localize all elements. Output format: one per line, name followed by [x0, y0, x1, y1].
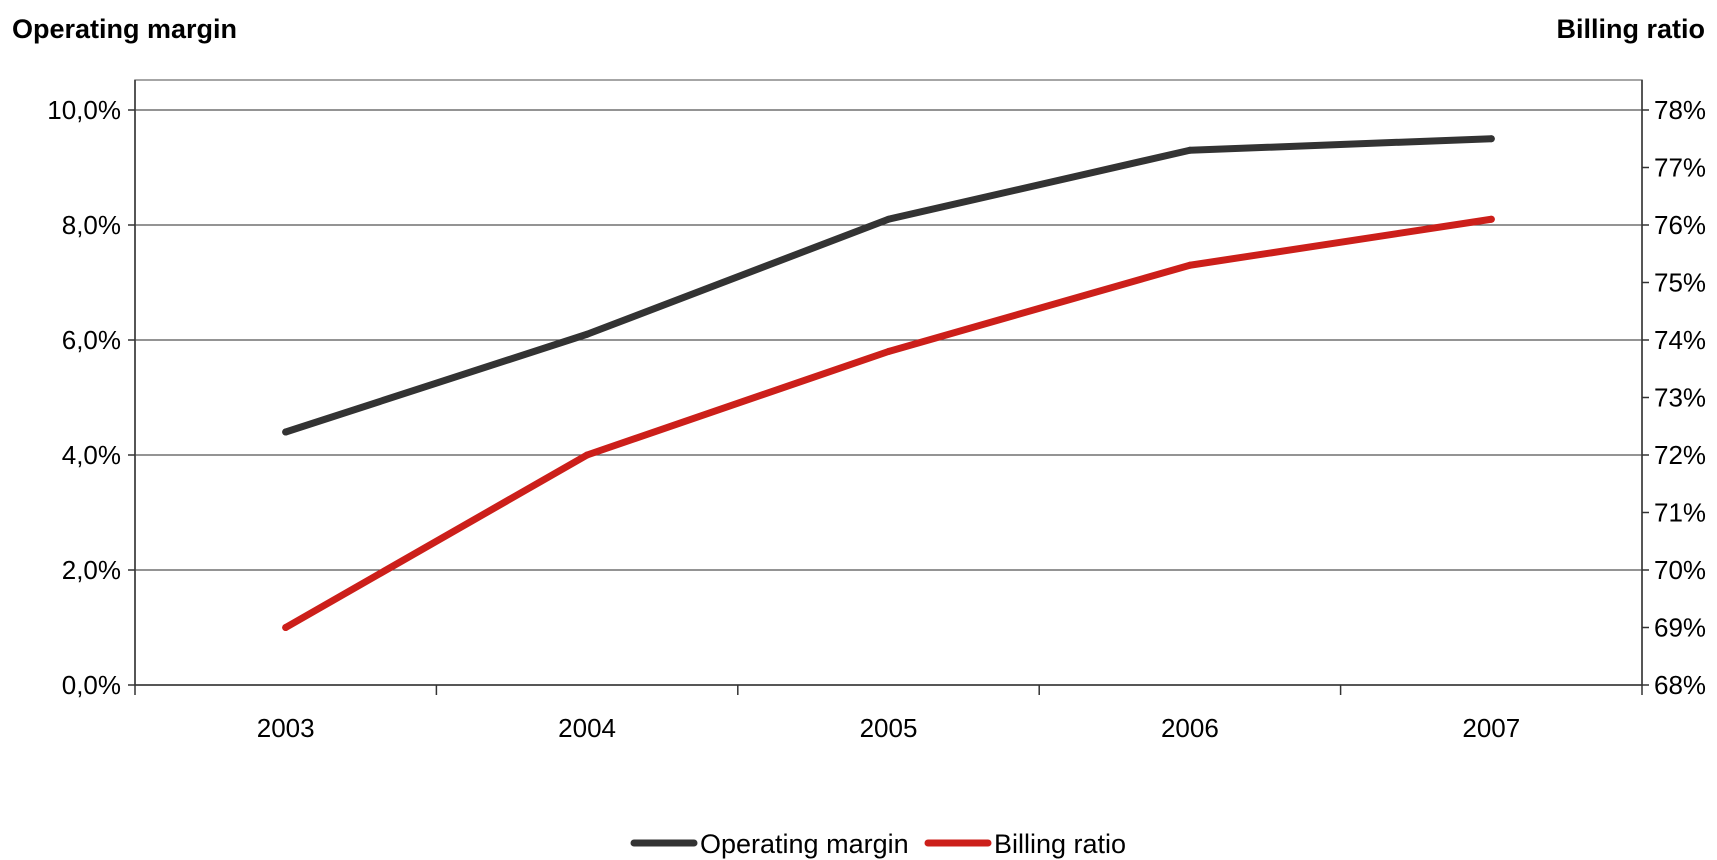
axes	[128, 79, 1649, 695]
data-point	[1186, 261, 1194, 269]
x-tick-label: 2003	[257, 713, 315, 743]
data-point	[583, 451, 591, 459]
data-point	[885, 215, 892, 223]
left-tick-label: 2,0%	[62, 555, 121, 585]
series-lines	[282, 135, 1495, 631]
right-tick-label: 73%	[1654, 383, 1706, 413]
data-point	[1487, 215, 1495, 223]
left-tick-label: 0,0%	[62, 670, 121, 700]
data-point	[885, 348, 892, 355]
plot-area-border	[134, 79, 1643, 686]
left-tick-label: 10,0%	[47, 95, 121, 125]
right-tick-label: 70%	[1654, 555, 1706, 585]
legend-label: Operating margin	[700, 829, 909, 859]
right-tick-label: 77%	[1654, 153, 1706, 183]
series-line-billing-ratio	[282, 215, 1495, 631]
tick-labels: 0,0% 2,0% 4,0% 6,0% 8,0% 10,0% 68% 69% 70% 71% 72%…	[47, 95, 1706, 743]
legend: Operating margin Billing ratio	[630, 829, 1126, 859]
right-tick-label: 78%	[1654, 95, 1706, 125]
left-axis-title: Operating margin	[12, 14, 237, 44]
data-point	[1487, 135, 1495, 143]
right-tick-label: 75%	[1654, 268, 1706, 298]
right-tick-label: 71%	[1654, 498, 1706, 528]
x-tick-label: 2007	[1462, 713, 1520, 743]
data-point	[583, 330, 591, 338]
data-point	[282, 624, 290, 631]
left-tick-label: 4,0%	[62, 440, 121, 470]
right-tick-label: 69%	[1654, 613, 1706, 643]
right-tick-label: 76%	[1654, 210, 1706, 240]
series-line-operating-margin	[282, 135, 1495, 436]
x-tick-label: 2005	[860, 713, 918, 743]
right-axis-title: Billing ratio	[1557, 14, 1706, 44]
right-tick-label: 72%	[1654, 440, 1706, 470]
legend-label: Billing ratio	[994, 829, 1126, 859]
data-point	[282, 428, 290, 436]
right-tick-label: 74%	[1654, 325, 1706, 355]
gridlines	[135, 109, 1642, 571]
x-tick-label: 2006	[1161, 713, 1219, 743]
data-point	[1186, 146, 1194, 154]
x-tick-label: 2004	[558, 713, 616, 743]
left-tick-label: 8,0%	[62, 210, 121, 240]
right-tick-label: 68%	[1654, 670, 1706, 700]
left-tick-label: 6,0%	[62, 325, 121, 355]
